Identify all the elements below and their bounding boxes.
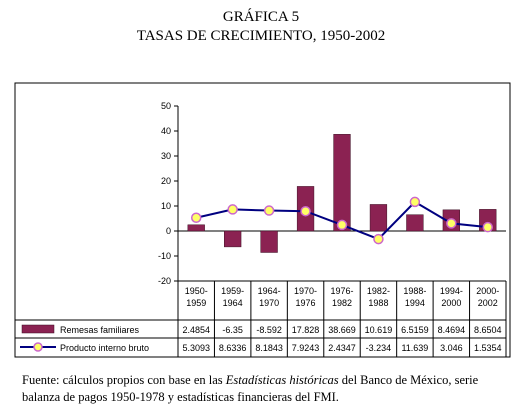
x-tick-label-line1: 1982- [367,286,390,296]
table-value-remesas: -8.592 [256,325,282,335]
source-suffix: del Banco de México, serie balanza de pa… [22,373,479,404]
x-tick-label-line2: 1994 [405,298,425,308]
y-tick-label: 20 [161,176,171,186]
table-value-pib: 2.4347 [328,343,356,353]
table-value-pib: 8.6336 [219,343,247,353]
y-tick-label: 50 [161,101,171,111]
x-tick-label-line1: 2000- [476,286,499,296]
table-value-pib: 8.1843 [255,343,283,353]
legend-marker-pib [33,342,43,352]
y-tick-label: 30 [161,151,171,161]
x-tick-label-line1: 1959- [221,286,244,296]
x-tick-label-line1: 1988- [403,286,426,296]
x-tick-label-line2: 1964 [223,298,243,308]
bar-remesas [333,134,351,232]
table-value-pib: 3.046 [440,343,463,353]
table-value-remesas: 38.669 [328,325,356,335]
table-value-remesas: -6.35 [222,325,243,335]
point-pib [373,233,384,245]
table-value-remesas: 8.4694 [438,325,466,335]
x-tick-label-line1: 1950- [185,286,208,296]
source-note: Fuente: cálculos propios con base en las… [22,372,514,406]
bar-remesas [406,214,424,232]
chart-title-line1: GRÁFICA 5 [222,9,300,25]
table-value-pib: 1.5354 [474,343,502,353]
table-value-remesas: 2.4854 [182,325,210,335]
x-tick-label-line2: 1970 [259,298,279,308]
point-pib [446,218,457,229]
chart-frame [14,82,511,358]
table-value-remesas: 17.828 [292,325,320,335]
x-tick-label-line2: 1988 [368,298,388,308]
table-value-remesas: 6.5159 [401,325,429,335]
point-pib [190,212,202,223]
bar-remesas [187,224,205,232]
point-pib [227,204,238,215]
x-tick-label-line1: 1964- [258,286,281,296]
x-tick-label-line2: 2000 [441,298,461,308]
legend-swatch-remesas [21,324,55,334]
table-value-pib: 5.3093 [182,343,210,353]
point-pib [263,205,275,216]
x-tick-label-line1: 1976- [330,286,353,296]
x-tick-label-line2: 1959 [186,298,206,308]
y-tick-label: 10 [161,201,171,211]
bar-remesas [260,230,278,253]
table-value-pib: 11.639 [401,343,428,353]
x-tick-label-line2: 2002 [478,298,498,308]
point-pib [409,196,421,208]
bar-remesas [224,230,242,248]
source-italic: Estadísticas históricas [225,373,339,387]
chart-title-line2: TASAS DE CRECIMIENTO, 1950-2002 [136,28,386,44]
legend-label-remesas: Remesas familiares [60,325,140,335]
y-tick-label: -20 [158,276,171,286]
legend-label-pib: Producto interno bruto [60,343,149,353]
table-value-remesas: 8.6504 [474,325,502,335]
table-value-pib: -3.234 [366,343,392,353]
x-tick-label-line1: 1970- [294,286,317,296]
point-pib [482,221,494,233]
x-tick-label-line1: 1994- [440,286,463,296]
point-pib [336,219,348,231]
x-tick-label-line2: 1976 [296,298,316,308]
y-tick-label: 40 [161,126,171,136]
bar-remesas [369,204,388,232]
table-value-pib: 7.9243 [292,343,320,353]
y-tick-label: 0 [166,226,171,236]
y-tick-label: -10 [158,251,171,261]
table-value-remesas: 10.619 [365,325,393,335]
point-pib [300,205,311,217]
source-prefix: Fuente: cálculos propios con base en las [22,373,226,387]
x-tick-label-line2: 1982 [332,298,352,308]
